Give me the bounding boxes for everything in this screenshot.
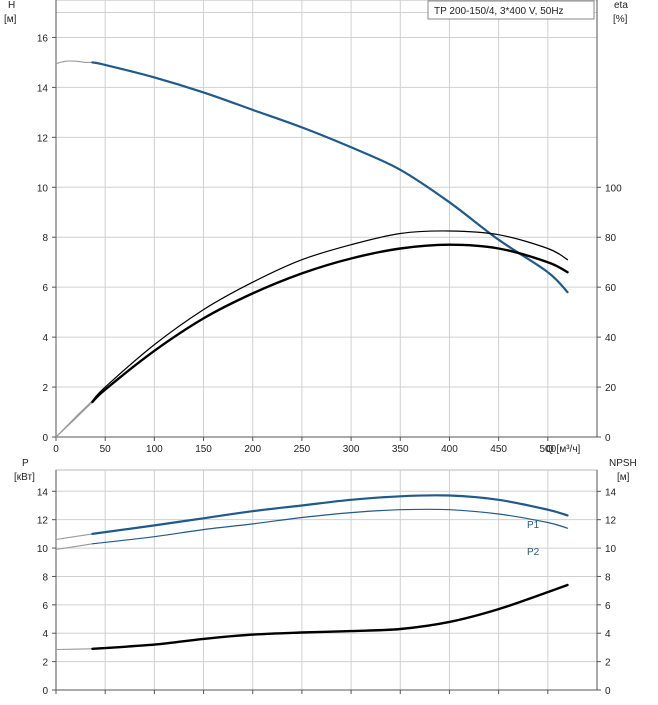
bottom-left-tick-label: 14 (37, 487, 49, 498)
top-left-tick-label: 8 (42, 233, 48, 244)
top-right-tick-label: 40 (605, 333, 617, 344)
top-left-tick-label: 10 (37, 183, 49, 194)
top-x-axis-label: Q [м³/ч] (546, 444, 581, 455)
x-tick-label: 400 (441, 444, 458, 455)
top-left-tick-label: 12 (37, 133, 49, 144)
bottom-series-extension-p1 (55, 533, 93, 541)
top-series-extension-eta-thick (55, 401, 93, 438)
bottom-left-tick-label: 10 (37, 544, 49, 555)
top-right-tick-label: 80 (605, 233, 617, 244)
bottom-right-tick-label: 14 (605, 487, 617, 498)
bottom-right-tick-label: 4 (605, 629, 611, 640)
bottom-right-tick-label: 8 (605, 572, 611, 583)
bottom-right-tick-label: 12 (605, 516, 617, 527)
bottom-right-axis-label: NPSH (609, 458, 637, 469)
bottom-series-group (55, 494, 569, 651)
top-series-eta-thin (91, 230, 569, 402)
bottom-series-p2 (91, 508, 569, 545)
bottom-left-axis-label: P (22, 458, 29, 469)
top-left-tick-label: 0 (42, 433, 48, 444)
top-left-tick-label: 4 (42, 333, 48, 344)
bottom-series-extension-p2 (55, 543, 93, 551)
top-right-axis-label: eta (614, 0, 628, 11)
legend-box-text: TP 200-150/4, 3*400 V, 50Hz (434, 6, 564, 17)
bottom-right-tick-label: 6 (605, 601, 611, 612)
bottom-series-extension-npsh (55, 648, 93, 651)
bottom-left-tick-label: 8 (42, 572, 48, 583)
bottom-series-p1 (91, 494, 569, 535)
top-plot-frame (55, 0, 598, 438)
top-series-h (91, 61, 569, 294)
top-right-axis-unit: [%] (613, 14, 628, 25)
x-tick-label: 100 (146, 444, 163, 455)
top-left-axis-unit: [м] (4, 14, 17, 25)
bottom-tick-labels: 0 2 4 6 8 10 12 14 0 2 4 6 8 10 12 14 (37, 487, 617, 697)
top-left-tick-label: 16 (37, 33, 49, 44)
series-label-p2: P2 (527, 547, 540, 558)
top-left-tick-label: 2 (42, 383, 48, 394)
x-tick-label: 200 (244, 444, 261, 455)
bottom-series-npsh (91, 583, 569, 650)
series-label-p1: P1 (527, 520, 540, 531)
legend-box (427, 0, 595, 20)
top-left-axis-label: H (8, 0, 15, 11)
top-series-eta-thick (91, 243, 569, 404)
bottom-left-tick-label: 4 (42, 629, 48, 640)
bottom-right-axis-unit: [м] (617, 472, 630, 483)
top-right-tick-label: 60 (605, 283, 617, 294)
x-tick-label: 500 (539, 444, 556, 455)
bottom-right-tick-label: 0 (605, 686, 611, 697)
top-grid (55, 0, 598, 438)
x-tick-label: 250 (294, 444, 311, 455)
bottom-left-tick-label: 0 (42, 686, 48, 697)
x-tick-label: 350 (392, 444, 409, 455)
bottom-right-tick-label: 10 (605, 544, 617, 555)
bottom-left-tick-label: 2 (42, 658, 48, 669)
bottom-right-tick-label: 2 (605, 658, 611, 669)
bottom-left-axis-unit: [кВт] (14, 472, 35, 483)
top-series-group (55, 60, 569, 438)
top-left-tick-label: 14 (37, 83, 49, 94)
bottom-grid (55, 470, 598, 691)
top-left-tick-label: 6 (42, 283, 48, 294)
x-tick-label: 50 (100, 444, 112, 455)
bottom-left-tick-label: 12 (37, 516, 49, 527)
x-tick-label: 450 (490, 444, 507, 455)
top-series-extension-h (55, 60, 93, 65)
x-tick-label: 150 (195, 444, 212, 455)
top-right-tick-label: 100 (605, 183, 622, 194)
x-tick-label: 300 (343, 444, 360, 455)
bottom-left-tick-label: 6 (42, 601, 48, 612)
top-right-tick-label: 0 (605, 433, 611, 444)
top-tick-labels: 0 50 100 150 200 250 300 350 400 450 5000246810121… (37, 33, 622, 455)
top-right-tick-label: 20 (605, 383, 617, 394)
x-tick-label: 0 (53, 444, 59, 455)
